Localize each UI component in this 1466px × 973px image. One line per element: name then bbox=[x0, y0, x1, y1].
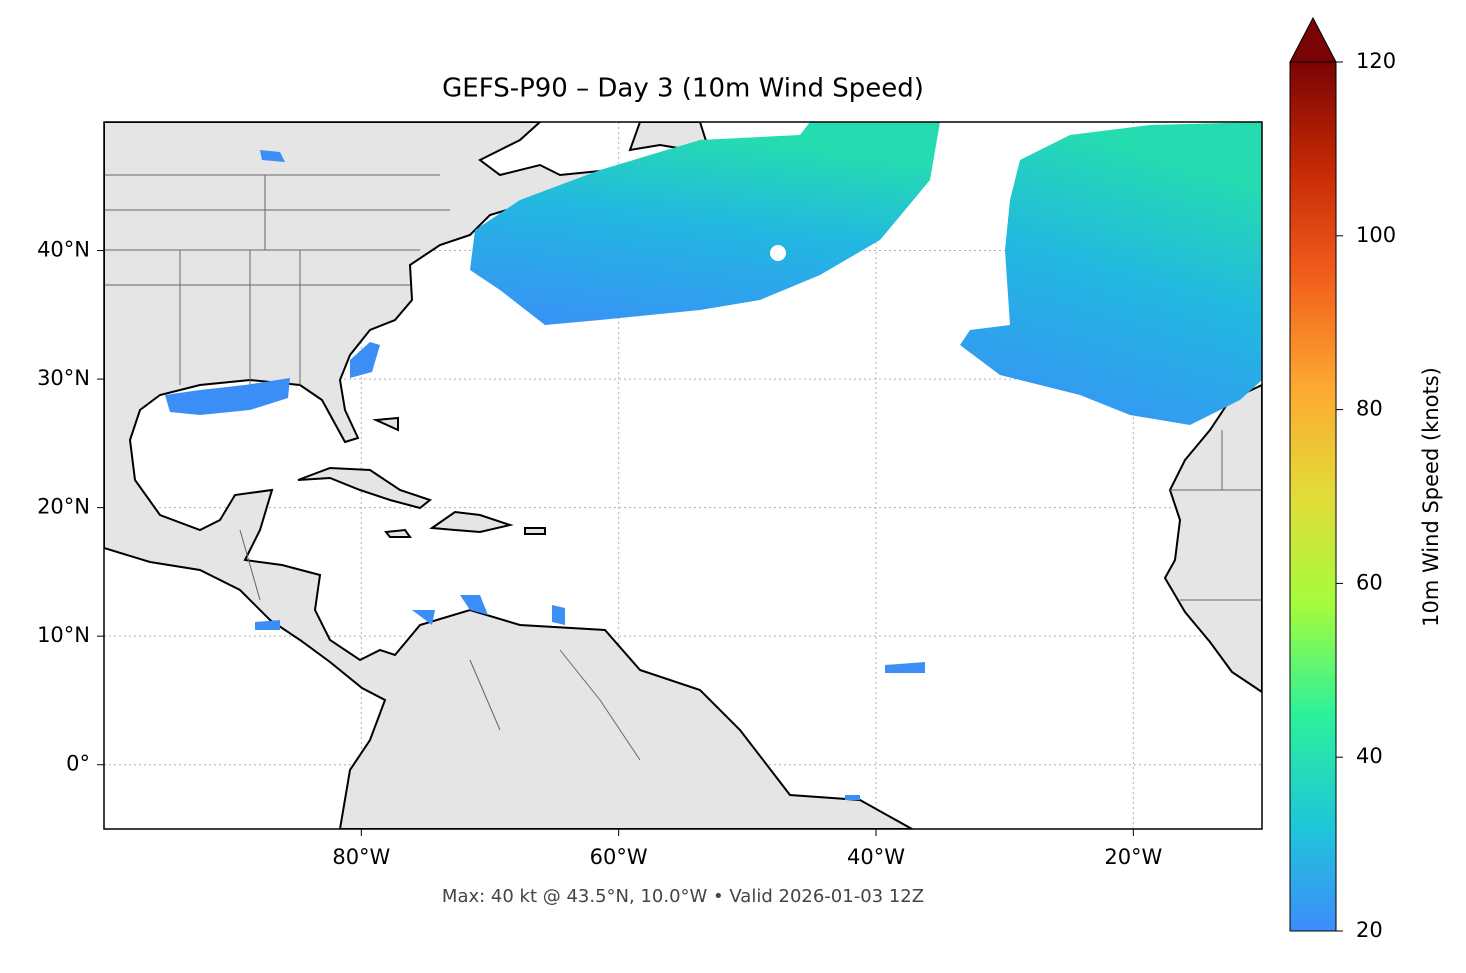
cuba bbox=[297, 466, 433, 510]
x-tick-label: 20°W bbox=[1104, 845, 1162, 869]
map-area bbox=[104, 122, 1262, 829]
x-tick-label: 60°W bbox=[590, 845, 648, 869]
colorbar-tick-label: 20 bbox=[1356, 918, 1383, 942]
colorbar bbox=[1289, 61, 1337, 932]
x-tick-label: 40°W bbox=[847, 845, 905, 869]
colorbar-tick-label: 120 bbox=[1356, 49, 1396, 73]
y-tick-label: 0° bbox=[66, 752, 90, 776]
colorbar-label: 10m Wind Speed (knots) bbox=[1419, 367, 1443, 627]
chart-title: GEFS-P90 – Day 3 (10m Wind Speed) bbox=[442, 74, 924, 104]
calm-spot bbox=[770, 245, 786, 261]
wind-swath bbox=[470, 122, 940, 325]
wind-swath bbox=[960, 122, 1262, 425]
colorbar-tick-label: 80 bbox=[1356, 397, 1383, 421]
africa bbox=[1163, 383, 1262, 694]
islands bbox=[372, 416, 546, 538]
colorbar-tick-label: 60 bbox=[1356, 570, 1383, 594]
map-frame bbox=[103, 121, 1263, 830]
borders bbox=[104, 174, 1262, 761]
y-tick-label: 40°N bbox=[37, 238, 90, 262]
americas bbox=[104, 122, 915, 829]
colorbar-tick-label: 40 bbox=[1356, 744, 1383, 768]
y-tick-label: 20°N bbox=[37, 495, 90, 519]
footer-note: Max: 40 kt @ 43.5°N, 10.0°W • Valid 2026… bbox=[442, 886, 924, 907]
colorbar-tick-label: 100 bbox=[1356, 223, 1396, 247]
colorbar-extend bbox=[1289, 16, 1337, 63]
y-tick-label: 10°N bbox=[37, 623, 90, 647]
x-tick-label: 80°W bbox=[332, 845, 390, 869]
hispaniola bbox=[429, 510, 514, 534]
y-tick-label: 30°N bbox=[37, 366, 90, 390]
